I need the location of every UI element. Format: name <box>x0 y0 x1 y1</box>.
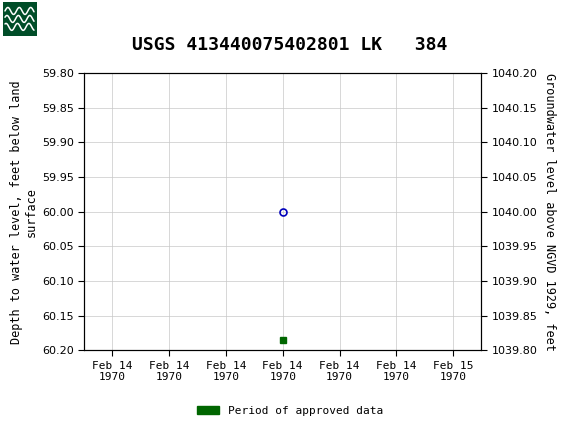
Text: USGS: USGS <box>42 9 102 28</box>
Text: USGS 413440075402801 LK   384: USGS 413440075402801 LK 384 <box>132 36 448 54</box>
Bar <box>3 2 37 36</box>
Legend: Period of approved data: Period of approved data <box>193 401 387 420</box>
Y-axis label: Groundwater level above NGVD 1929, feet: Groundwater level above NGVD 1929, feet <box>543 73 556 351</box>
Y-axis label: Depth to water level, feet below land
surface: Depth to water level, feet below land su… <box>10 80 38 344</box>
